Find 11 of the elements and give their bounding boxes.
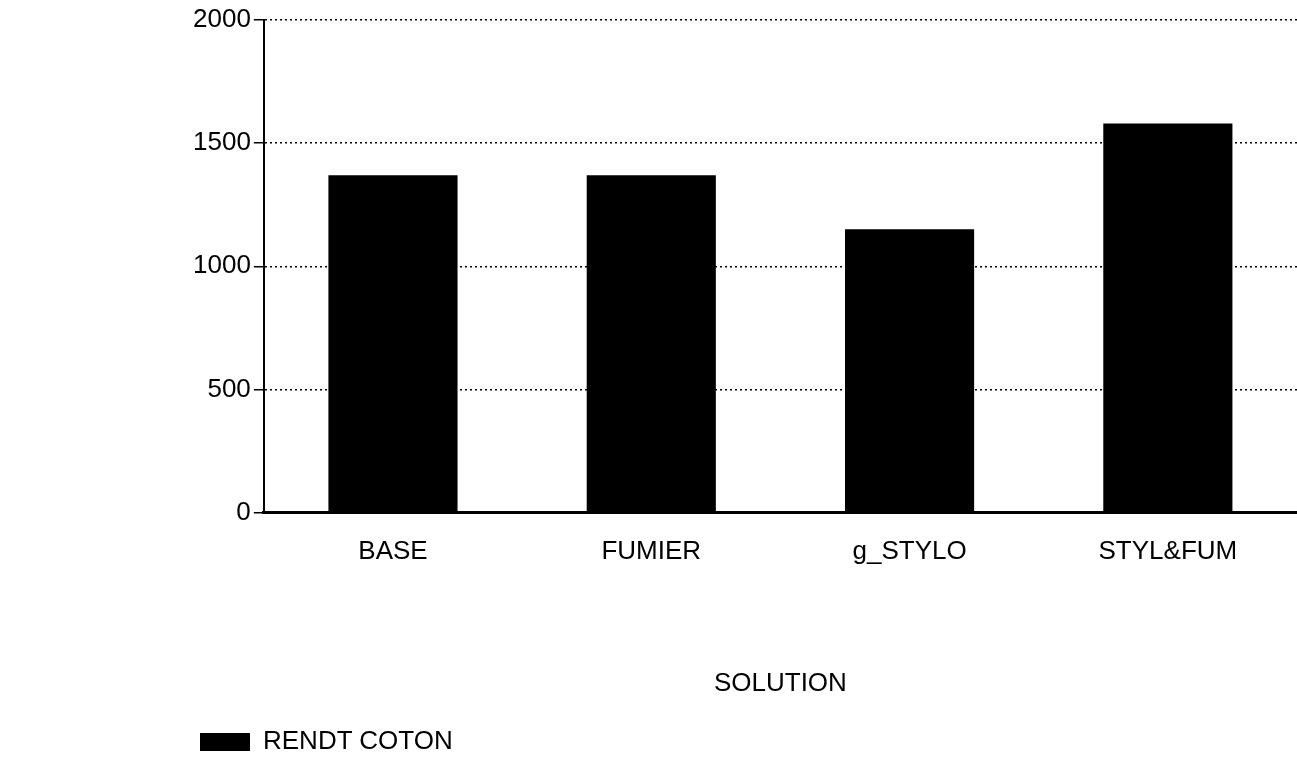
legend-label: RENDT COTON	[263, 725, 453, 756]
y-tick-label: 1500	[193, 126, 251, 157]
x-tick-label: FUMIER	[601, 535, 702, 566]
x-tick-label: BASE	[358, 535, 428, 566]
y-tick-label: 1000	[193, 249, 251, 280]
x-tick-label: g_STYLO	[852, 535, 967, 566]
x-tick-label: STYL&FUM	[1098, 535, 1238, 566]
x-axis-title: SOLUTION	[713, 666, 847, 697]
y-tick-label: 0	[236, 495, 251, 526]
y-tick-label: 2000	[193, 3, 251, 34]
y-tick-label: 500	[207, 372, 251, 403]
